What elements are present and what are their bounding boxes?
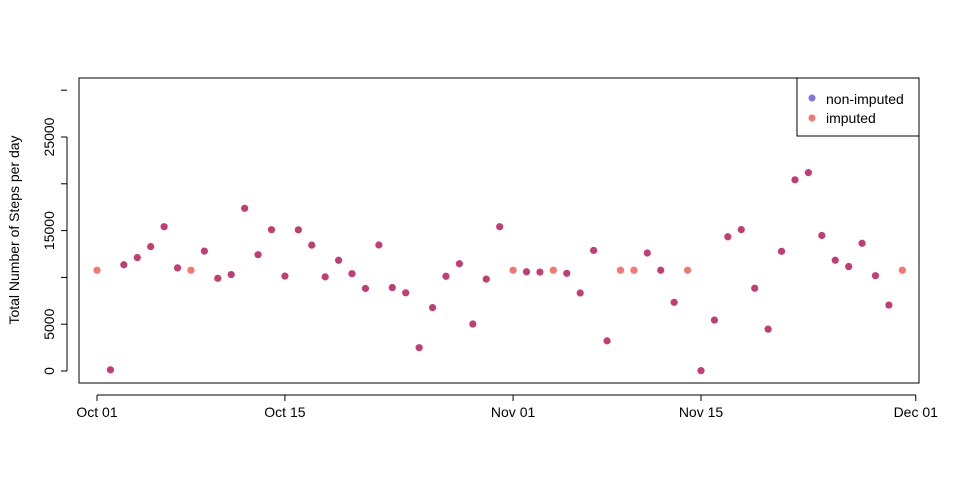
data-point-non-imputed [563, 269, 571, 277]
data-point-non-imputed [885, 301, 893, 309]
data-point-non-imputed [348, 270, 356, 278]
data-point-non-imputed [214, 274, 222, 282]
data-point-non-imputed [845, 262, 853, 271]
data-point-non-imputed [469, 320, 477, 328]
y-axis-title: Total Number of Steps per day [6, 135, 22, 324]
legend-marker-non-imputed [808, 94, 816, 102]
data-point-non-imputed [764, 325, 772, 333]
data-point-non-imputed [871, 272, 880, 280]
data-point-non-imputed [267, 226, 276, 234]
data-point-imputed [683, 266, 692, 274]
data-point-non-imputed [455, 260, 463, 268]
data-point-non-imputed [361, 284, 370, 293]
data-point-non-imputed [804, 169, 812, 177]
data-point-non-imputed [227, 270, 235, 279]
data-point-non-imputed [254, 251, 262, 259]
data-point-non-imputed [442, 272, 450, 280]
x-axis: Oct 01 Oct 15 Nov 01 Nov 15 Dec 01 [76, 394, 939, 420]
data-point-imputed [93, 266, 101, 274]
data-point-non-imputed [710, 316, 719, 324]
y-tick-label: 0 [41, 367, 57, 375]
data-point-non-imputed [522, 268, 531, 276]
data-point-non-imputed [321, 273, 329, 281]
data-point-imputed [549, 266, 557, 274]
data-point-non-imputed [388, 283, 396, 292]
data-point-non-imputed [657, 266, 665, 274]
data-point-non-imputed [751, 284, 759, 292]
data-point-non-imputed [603, 337, 611, 345]
data-point-non-imputed [200, 247, 208, 255]
data-point-imputed [187, 266, 195, 274]
data-point-non-imputed [724, 233, 732, 241]
legend-marker-imputed [808, 114, 816, 122]
x-tick-label: Dec 01 [894, 404, 939, 420]
data-point-non-imputed [308, 241, 316, 249]
data-point-non-imputed [590, 246, 598, 255]
data-point-non-imputed [536, 268, 544, 276]
data-point-non-imputed [415, 344, 423, 352]
data-point-non-imputed [335, 256, 343, 264]
data-point-non-imputed [375, 241, 383, 249]
data-point-non-imputed [697, 367, 705, 375]
data-point-non-imputed [496, 223, 504, 231]
data-point-imputed [616, 266, 625, 274]
x-tick-label: Oct 01 [76, 404, 117, 420]
data-point-non-imputed [106, 366, 115, 374]
data-point-non-imputed [643, 249, 651, 257]
x-tick-label: Nov 15 [679, 404, 724, 420]
data-point-non-imputed [777, 247, 786, 255]
data-point-imputed [630, 266, 638, 274]
y-axis: 0 5000 15000 25000 [41, 89, 68, 375]
data-point-non-imputed [294, 226, 302, 234]
data-point-non-imputed [402, 289, 410, 297]
data-point-non-imputed [831, 256, 839, 264]
data-point-non-imputed [482, 275, 490, 283]
data-point-non-imputed [737, 225, 745, 234]
data-point-non-imputed [670, 298, 678, 306]
data-point-non-imputed [428, 303, 437, 312]
data-point-non-imputed [576, 289, 584, 297]
data-point-non-imputed [147, 242, 155, 251]
data-point-non-imputed [791, 176, 799, 184]
data-point-non-imputed [120, 261, 128, 269]
legend: non-imputed imputed [796, 77, 920, 137]
data-point-imputed [509, 266, 517, 274]
x-tick-label: Nov 01 [491, 404, 536, 420]
data-point-non-imputed [173, 264, 182, 272]
data-point-non-imputed [241, 204, 249, 212]
y-tick-label: 15000 [41, 211, 57, 250]
data-point-non-imputed [160, 223, 168, 231]
data-point-non-imputed [818, 231, 826, 240]
y-tick-label: 25000 [41, 117, 57, 156]
data-point-imputed [898, 266, 906, 274]
data-point-non-imputed [281, 272, 289, 280]
legend-box [796, 77, 920, 137]
legend-label-imputed: imputed [826, 110, 876, 126]
data-point-non-imputed [133, 253, 141, 262]
data-point-non-imputed [858, 239, 866, 247]
plot-frame [78, 77, 920, 384]
y-tick-label: 5000 [41, 308, 57, 339]
x-tick-label: Oct 15 [264, 404, 305, 420]
data-points [93, 169, 906, 375]
legend-label-non-imputed: non-imputed [826, 91, 904, 107]
